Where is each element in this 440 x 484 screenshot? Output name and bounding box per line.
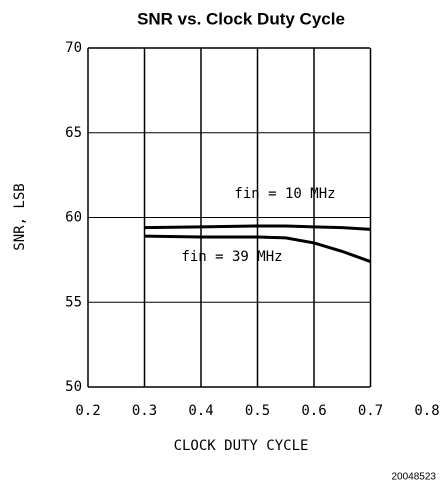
y-axis-label: SNR, LSB: [12, 183, 28, 250]
y-tick-label: 60: [65, 210, 82, 226]
y-tick-label: 70: [65, 40, 82, 56]
x-tick-label: 0.4: [188, 403, 213, 419]
series-line: [144, 234, 372, 263]
x-tick-label: 0.2: [75, 403, 100, 419]
x-axis-label: CLOCK DUTY CYCLE: [174, 438, 309, 454]
x-tick-label: 0.3: [132, 403, 157, 419]
series-label: fin = 39 MHz: [181, 249, 282, 265]
x-tick-label: 0.7: [358, 403, 383, 419]
x-tick-label: 0.8: [414, 403, 439, 419]
chart-title: SNR vs. Clock Duty Cycle: [137, 9, 345, 28]
y-tick-label: 65: [65, 125, 82, 141]
series-label: fin = 10 MHz: [234, 186, 335, 202]
y-tick-label: 50: [65, 379, 82, 395]
footnote: 20048523: [392, 472, 437, 483]
y-tick-label: 55: [65, 294, 82, 310]
x-tick-label: 0.5: [245, 403, 270, 419]
x-tick-label: 0.6: [301, 403, 326, 419]
series-line: [144, 224, 371, 231]
